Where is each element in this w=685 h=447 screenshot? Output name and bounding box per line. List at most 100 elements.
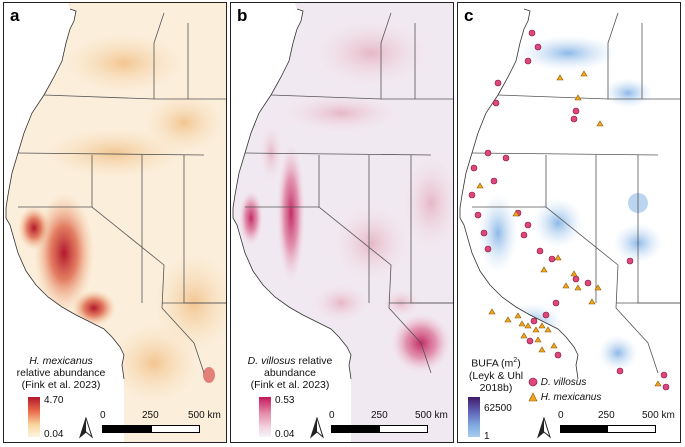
d-villosus-point bbox=[536, 247, 544, 255]
species-name: D. villosus bbox=[247, 355, 296, 367]
h-mexicanus-point bbox=[504, 316, 512, 323]
d-villosus-point bbox=[572, 275, 580, 283]
h-mexicanus-point bbox=[574, 284, 582, 291]
h-mexicanus-point bbox=[512, 210, 520, 217]
h-mexicanus-point bbox=[588, 298, 596, 305]
d-villosus-point bbox=[530, 317, 538, 325]
d-villosus-point bbox=[584, 279, 592, 287]
h-mexicanus-point bbox=[596, 120, 604, 127]
d-villosus-point bbox=[492, 99, 500, 107]
colorbar-min-label: 0.04 bbox=[44, 429, 64, 440]
d-villosus-point bbox=[474, 211, 482, 219]
map-panel-a: a H. mexicanus relative abundance (Fink … bbox=[3, 2, 227, 443]
scale-end: 500 km bbox=[188, 410, 221, 421]
triangle-marker-icon bbox=[528, 392, 538, 402]
state-borders bbox=[244, 12, 453, 374]
d-villosus-point bbox=[552, 299, 560, 307]
abundance-map-h-mexicanus bbox=[5, 3, 226, 442]
legend-title: BUFA (m2) (Leyk & Uhl 2018b) bbox=[462, 355, 530, 394]
legend-h-mexicanus-label: H. mexicanus bbox=[540, 392, 602, 403]
legend-line-3: (Fink et al. 2023) bbox=[250, 379, 330, 391]
h-mexicanus-point bbox=[554, 254, 562, 261]
scale-zero: 0 bbox=[100, 410, 106, 421]
coastline bbox=[459, 8, 579, 380]
h-mexicanus-point bbox=[514, 312, 522, 319]
legend-line-3: 2018b) bbox=[479, 381, 513, 394]
h-mexicanus-point bbox=[476, 182, 484, 189]
coastline bbox=[5, 8, 125, 380]
h-mexicanus-point bbox=[550, 342, 558, 349]
colorbar bbox=[468, 397, 480, 437]
d-villosus-point bbox=[524, 57, 532, 65]
d-villosus-point bbox=[468, 191, 476, 199]
d-villosus-point bbox=[480, 229, 488, 237]
d-villosus-point bbox=[660, 371, 668, 379]
state-borders bbox=[471, 12, 680, 374]
north-arrow-icon bbox=[310, 417, 324, 439]
scale-end: 500 km bbox=[415, 410, 448, 421]
north-arrow-icon bbox=[537, 417, 551, 439]
state-borders bbox=[17, 12, 226, 374]
d-villosus-point bbox=[502, 154, 510, 162]
d-villosus-point bbox=[548, 255, 556, 263]
map-panel-b: b D. villosus relative abundance (Fink e… bbox=[230, 2, 454, 443]
d-villosus-point bbox=[662, 383, 670, 391]
h-mexicanus-point bbox=[524, 322, 532, 329]
north-arrow-icon bbox=[79, 417, 93, 439]
scale-mid: 250 bbox=[371, 410, 388, 421]
h-mexicanus-point bbox=[594, 284, 602, 291]
d-villosus-point bbox=[524, 221, 532, 229]
colorbar bbox=[259, 397, 271, 437]
d-villosus-point bbox=[572, 107, 580, 115]
coastline bbox=[232, 8, 352, 380]
h-mexicanus-point bbox=[556, 74, 564, 81]
occurrence-markers bbox=[468, 29, 670, 391]
h-mexicanus-point bbox=[538, 346, 546, 353]
h-mexicanus-point bbox=[532, 326, 540, 333]
d-villosus-point bbox=[484, 245, 492, 253]
map-panel-c: c BUFA (m2) (Leyk & Uhl 2018b) 62500 1 D… bbox=[457, 2, 681, 443]
d-villosus-point bbox=[554, 351, 562, 359]
panel-letter: b bbox=[237, 6, 248, 25]
h-mexicanus-point bbox=[518, 320, 526, 327]
d-villosus-point bbox=[520, 231, 528, 239]
legend-title: D. villosus relative abundance (Fink et … bbox=[233, 355, 347, 391]
legend-superscript: 2 bbox=[513, 357, 518, 364]
d-villosus-point bbox=[470, 164, 478, 172]
colorbar-max-label: 4.70 bbox=[44, 395, 64, 406]
scale-bar bbox=[331, 425, 428, 433]
colorbar-min-label: 0.04 bbox=[275, 429, 295, 440]
circle-marker-icon bbox=[528, 378, 538, 387]
h-mexicanus-point bbox=[574, 94, 582, 101]
legend-line-1: relative abundance bbox=[16, 367, 106, 379]
colorbar bbox=[28, 397, 40, 437]
legend-line-1: BUFA (m bbox=[471, 357, 514, 370]
legend-line-1b: ) bbox=[517, 357, 521, 370]
panel-letter: a bbox=[10, 6, 20, 25]
scale-zero: 0 bbox=[558, 410, 564, 421]
scale-mid: 250 bbox=[142, 410, 159, 421]
legend-line-2: abundance bbox=[264, 367, 316, 379]
h-mexicanus-point bbox=[580, 70, 588, 77]
d-villosus-point bbox=[526, 337, 534, 345]
h-mexicanus-point bbox=[538, 322, 546, 329]
h-mexicanus-point bbox=[654, 380, 662, 387]
legend-h-mexicanus: H. mexicanus bbox=[528, 392, 601, 403]
h-mexicanus-point bbox=[540, 266, 548, 273]
legend-d-villosus: D. villosus bbox=[528, 377, 586, 388]
scale-zero: 0 bbox=[329, 410, 335, 421]
legend-d-villosus-label: D. villosus bbox=[540, 377, 587, 388]
scale-mid: 250 bbox=[598, 410, 615, 421]
scale-end: 500 km bbox=[642, 410, 675, 421]
bufa-occurrence-map bbox=[459, 3, 680, 442]
d-villosus-point bbox=[490, 177, 498, 185]
h-mexicanus-point bbox=[570, 270, 578, 277]
legend-line-2: (Fink et al. 2023) bbox=[21, 379, 101, 391]
colorbar-max-label: 0.53 bbox=[275, 395, 295, 406]
d-villosus-point bbox=[484, 149, 492, 157]
abundance-map-d-villosus bbox=[232, 3, 453, 442]
d-villosus-point bbox=[494, 79, 502, 87]
legend-line-1: relative bbox=[298, 355, 333, 367]
d-villosus-point bbox=[528, 29, 536, 37]
h-mexicanus-point bbox=[562, 282, 570, 289]
